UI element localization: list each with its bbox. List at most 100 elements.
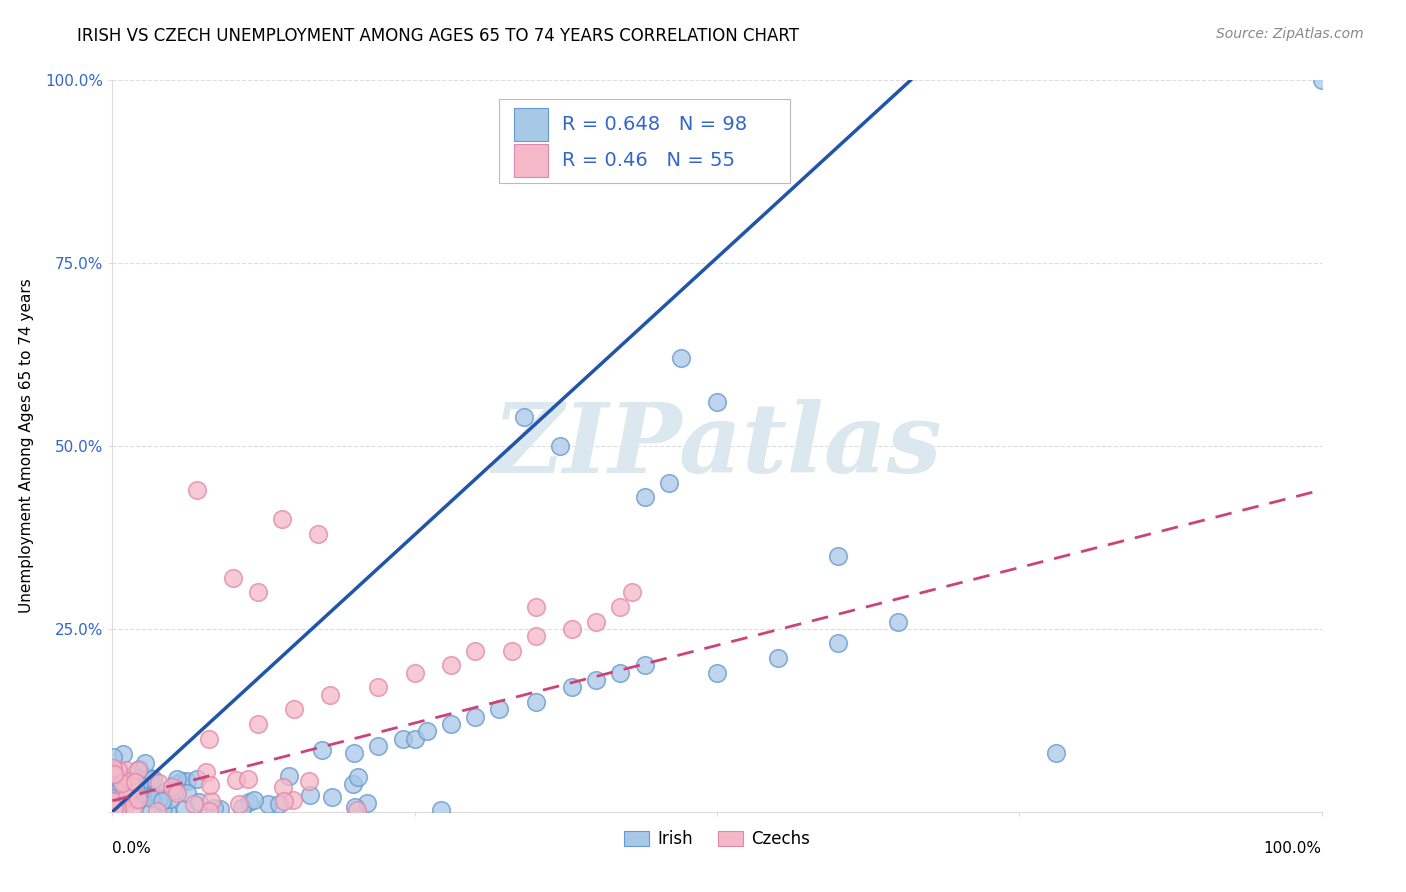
Point <box>103 794 125 808</box>
Point <box>183 797 205 811</box>
Point <box>186 483 208 497</box>
Point <box>298 788 321 802</box>
Point <box>101 795 124 809</box>
Point <box>152 801 174 815</box>
Point <box>464 709 486 723</box>
Point <box>166 786 188 800</box>
Point <box>658 475 681 490</box>
Point <box>343 800 366 814</box>
Point <box>148 776 170 790</box>
Point <box>103 767 125 781</box>
Point <box>139 805 162 819</box>
Point <box>117 792 139 806</box>
Point <box>124 775 146 789</box>
Point <box>111 788 134 802</box>
Y-axis label: Unemployment Among Ages 65 to 74 years: Unemployment Among Ages 65 to 74 years <box>20 278 34 614</box>
Point <box>103 787 125 801</box>
Text: IRISH VS CZECH UNEMPLOYMENT AMONG AGES 65 TO 74 YEARS CORRELATION CHART: IRISH VS CZECH UNEMPLOYMENT AMONG AGES 6… <box>77 27 800 45</box>
Point <box>319 688 342 702</box>
Point <box>342 777 364 791</box>
Point <box>103 801 125 815</box>
Point <box>766 651 789 665</box>
Point <box>128 777 150 791</box>
Point <box>101 761 124 775</box>
Point <box>176 786 198 800</box>
Point <box>512 409 534 424</box>
Point <box>103 797 125 811</box>
Point <box>114 799 136 814</box>
FancyBboxPatch shape <box>515 108 548 141</box>
Point <box>115 789 138 803</box>
Point <box>115 763 138 777</box>
Point <box>440 658 463 673</box>
Point <box>501 644 523 658</box>
Point <box>225 772 247 787</box>
Point <box>195 764 218 779</box>
Point <box>127 791 149 805</box>
Point <box>231 801 253 815</box>
Point <box>108 788 131 802</box>
Point <box>277 769 299 783</box>
Point <box>105 802 128 816</box>
Text: R = 0.648   N = 98: R = 0.648 N = 98 <box>562 115 748 134</box>
Point <box>120 790 142 805</box>
Point <box>633 658 655 673</box>
Point <box>238 795 260 809</box>
Point <box>228 797 250 812</box>
Point <box>166 772 188 786</box>
Point <box>142 789 165 803</box>
Point <box>202 801 225 815</box>
Point <box>609 665 631 680</box>
Point <box>706 665 728 680</box>
Point <box>298 773 321 788</box>
Point <box>343 746 366 760</box>
Point <box>283 702 305 716</box>
Point <box>127 793 149 807</box>
Point <box>307 526 329 541</box>
Point <box>128 762 150 776</box>
Point <box>134 756 156 770</box>
Point <box>114 780 136 794</box>
Point <box>131 787 153 801</box>
Point <box>111 776 134 790</box>
Point <box>271 780 294 794</box>
Point <box>347 770 370 784</box>
Point <box>367 739 389 753</box>
Point <box>367 681 389 695</box>
Point <box>103 795 125 809</box>
Point <box>524 695 547 709</box>
Point <box>827 549 849 563</box>
Point <box>198 778 221 792</box>
Point <box>621 585 644 599</box>
Point <box>488 702 510 716</box>
Point <box>416 724 439 739</box>
Point <box>134 774 156 789</box>
Point <box>127 763 149 777</box>
FancyBboxPatch shape <box>515 145 548 178</box>
Point <box>101 761 124 775</box>
Point <box>110 786 132 800</box>
Point <box>104 797 127 812</box>
Point <box>159 792 181 806</box>
Point <box>141 790 163 805</box>
Point <box>139 771 162 785</box>
Point <box>236 772 259 786</box>
Text: 100.0%: 100.0% <box>1264 841 1322 856</box>
Point <box>124 783 146 797</box>
Point <box>104 786 127 800</box>
Text: R = 0.46   N = 55: R = 0.46 N = 55 <box>562 152 735 170</box>
Point <box>176 773 198 788</box>
Point <box>257 797 280 812</box>
Point <box>103 787 125 801</box>
Point <box>548 439 571 453</box>
Legend: Irish, Czechs: Irish, Czechs <box>617 823 817 855</box>
Point <box>142 789 165 804</box>
Point <box>609 599 631 614</box>
Point <box>669 351 692 366</box>
Point <box>246 717 269 731</box>
Point <box>464 644 486 658</box>
Point <box>243 793 266 807</box>
Point <box>198 731 221 746</box>
Point <box>311 743 333 757</box>
Point <box>1045 746 1067 760</box>
